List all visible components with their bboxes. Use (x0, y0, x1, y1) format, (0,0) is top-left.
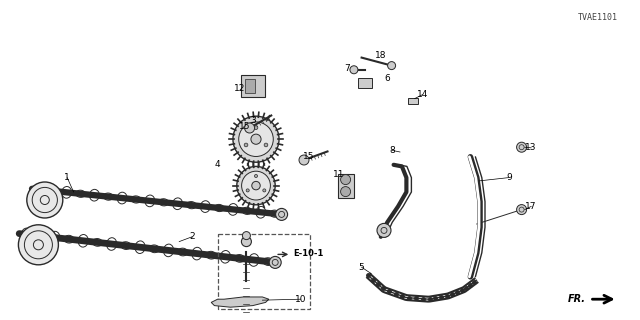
Circle shape (252, 181, 260, 190)
Circle shape (350, 66, 358, 74)
Circle shape (239, 122, 273, 156)
Circle shape (244, 143, 248, 147)
Circle shape (377, 223, 391, 237)
Circle shape (254, 126, 258, 130)
Circle shape (516, 204, 527, 215)
Bar (245, 79, 255, 93)
Text: TVAE1101: TVAE1101 (578, 13, 618, 22)
Text: 6: 6 (385, 74, 390, 83)
Text: 17: 17 (525, 202, 537, 211)
Text: 4: 4 (215, 160, 220, 169)
Text: 8: 8 (390, 146, 395, 155)
Circle shape (264, 143, 268, 147)
Circle shape (243, 232, 250, 240)
Bar (358, 78, 372, 88)
Circle shape (255, 174, 257, 178)
Circle shape (233, 116, 279, 162)
Text: 15: 15 (239, 122, 250, 131)
Text: 12: 12 (234, 84, 246, 93)
Text: 2: 2 (189, 232, 195, 241)
Circle shape (242, 171, 270, 200)
Text: 10: 10 (295, 295, 307, 304)
Text: FR.: FR. (568, 294, 586, 304)
Text: 1: 1 (65, 173, 70, 182)
Circle shape (19, 225, 58, 265)
Circle shape (340, 175, 351, 185)
Text: 14: 14 (417, 90, 428, 99)
Text: E-10-1: E-10-1 (293, 249, 323, 258)
Circle shape (340, 187, 351, 196)
Circle shape (388, 61, 396, 69)
Circle shape (269, 256, 281, 268)
Circle shape (263, 189, 266, 192)
Text: 13: 13 (525, 143, 537, 152)
Circle shape (516, 142, 527, 152)
Text: 5: 5 (359, 263, 364, 272)
Polygon shape (211, 297, 269, 307)
Text: 3: 3 (250, 116, 255, 125)
Text: 15: 15 (303, 152, 314, 161)
Text: 18: 18 (375, 52, 387, 60)
Circle shape (246, 189, 249, 192)
Text: 9: 9 (506, 173, 511, 182)
Circle shape (244, 123, 255, 133)
Circle shape (237, 166, 275, 205)
Bar (218, 234, 310, 309)
Bar (408, 98, 419, 104)
Circle shape (251, 134, 261, 144)
Text: 11: 11 (333, 170, 345, 179)
Circle shape (299, 155, 309, 165)
Bar (241, 75, 265, 97)
Circle shape (276, 208, 287, 220)
Bar (338, 173, 354, 197)
Text: 7: 7 (345, 64, 350, 73)
Circle shape (27, 182, 63, 218)
Circle shape (241, 236, 252, 247)
